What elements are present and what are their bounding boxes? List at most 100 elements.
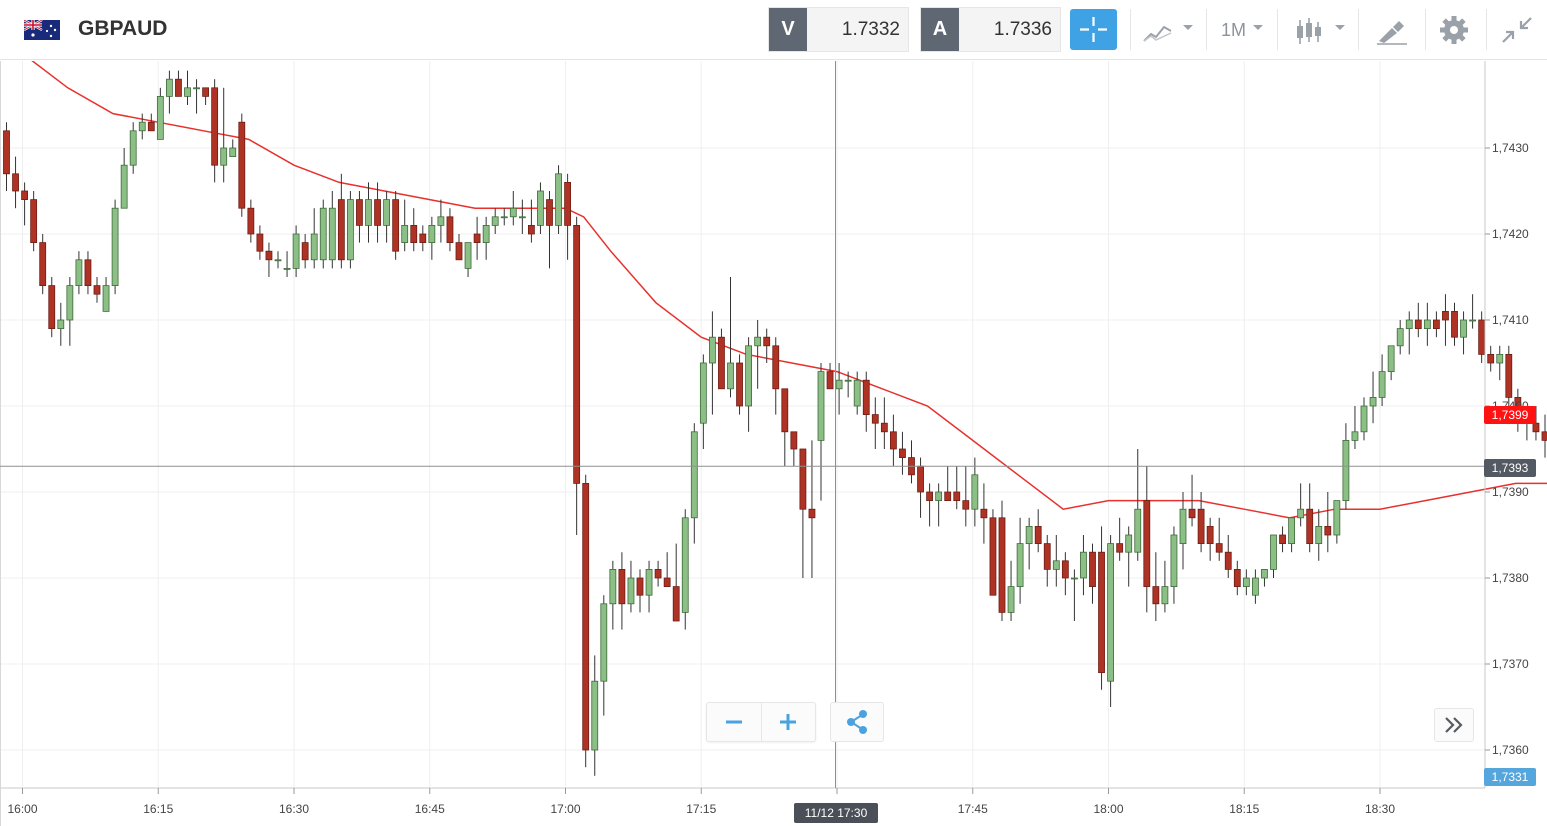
candle-body [781,388,789,433]
candle [1442,294,1449,346]
settings-button[interactable] [1425,9,1485,50]
timeframe-button[interactable]: 1M [1206,9,1276,50]
candle [75,251,83,295]
candle [600,595,608,716]
drawing-tools-button[interactable] [1358,9,1424,50]
candle [256,225,264,260]
candle [772,337,780,415]
candle [790,431,798,467]
candle [12,156,19,209]
candle [1161,560,1169,613]
share-button[interactable] [830,702,884,742]
candle [202,87,210,105]
candle-body [292,233,300,269]
share-icon [847,710,867,734]
y-tick-label: 1,7360 [1492,743,1529,757]
candles-icon [1297,18,1345,44]
candle [1188,474,1196,527]
candle-body [1161,586,1169,605]
x-tick-label: 18:00 [1093,802,1123,816]
candle-body [482,224,490,243]
candle-body [1405,319,1413,330]
candle [455,234,463,261]
candle [953,466,961,510]
candle [1061,552,1069,596]
candle [1016,517,1024,604]
candle-body [1333,500,1341,536]
zoom-in-button[interactable] [762,703,815,741]
moving-average-line [31,61,1547,519]
candle-body [736,362,743,407]
candle-body [799,448,807,510]
sell-label: V [769,8,807,51]
candle-body [555,173,562,226]
sell-price: 1.7332 [841,19,900,40]
candle-body [1505,353,1513,398]
candle-body [663,577,671,587]
candle-body [1170,534,1178,587]
candle-body [1478,319,1486,355]
candle [265,242,273,277]
candle-body [1107,543,1114,682]
ask-price-tag: 1,7331 [1484,768,1536,786]
candle-body [709,336,716,364]
candle [346,191,354,269]
candle [165,70,173,114]
candle-body [1242,577,1250,587]
candle [1505,345,1513,406]
candle-body [111,207,119,286]
collapse-button[interactable] [1486,9,1546,50]
candle [328,191,336,269]
candle [871,397,879,449]
x-tick-label: 18:30 [1365,802,1395,816]
candle-body [1306,508,1314,545]
candle [1478,311,1486,363]
chart-type-button[interactable] [1130,9,1205,50]
candle-body [1342,439,1350,501]
candle [1043,535,1051,587]
candle [500,208,508,226]
candle [374,182,381,243]
candle [1170,526,1178,604]
candle-body [600,603,608,682]
candle [763,328,771,363]
candle-body [220,147,228,166]
price-chart[interactable]: 1,73601,73701,73801,73901,74001,74101,74… [0,61,1547,826]
crosshair-button[interactable] [1070,9,1117,50]
candle-body [428,224,436,243]
candle [591,655,599,776]
candle [1206,517,1214,561]
sell-price-box[interactable]: V 1.7332 [768,7,909,52]
zoom-controls [706,702,816,742]
candle-body [75,259,83,286]
buy-price-box[interactable]: A 1.7336 [920,7,1061,52]
candle-body [1134,508,1142,553]
candle [1025,517,1033,570]
candle [1396,320,1404,355]
candle-body [727,362,734,390]
candle [120,148,128,209]
candle [1116,517,1124,561]
candle-body [356,199,363,226]
candles-style-button[interactable] [1277,9,1357,50]
candle [1125,526,1133,587]
scroll-right-button[interactable] [1434,708,1474,742]
candle [229,139,237,158]
candle [627,560,635,613]
candle-body [1414,319,1422,330]
x-tick-label: 16:30 [279,802,309,816]
candle-body [1179,508,1187,545]
candle-body [1052,560,1060,570]
candle [1369,371,1377,424]
y-tick-label: 1,7410 [1492,313,1529,327]
candle [283,251,291,277]
candle [654,560,662,587]
candle-body [1279,534,1286,544]
zoom-out-button[interactable] [707,703,762,741]
candle-body [328,207,336,261]
candle [672,543,680,622]
minus-icon [726,720,742,724]
candle [383,191,391,243]
candle-body [609,569,617,605]
candle-body [310,233,318,261]
